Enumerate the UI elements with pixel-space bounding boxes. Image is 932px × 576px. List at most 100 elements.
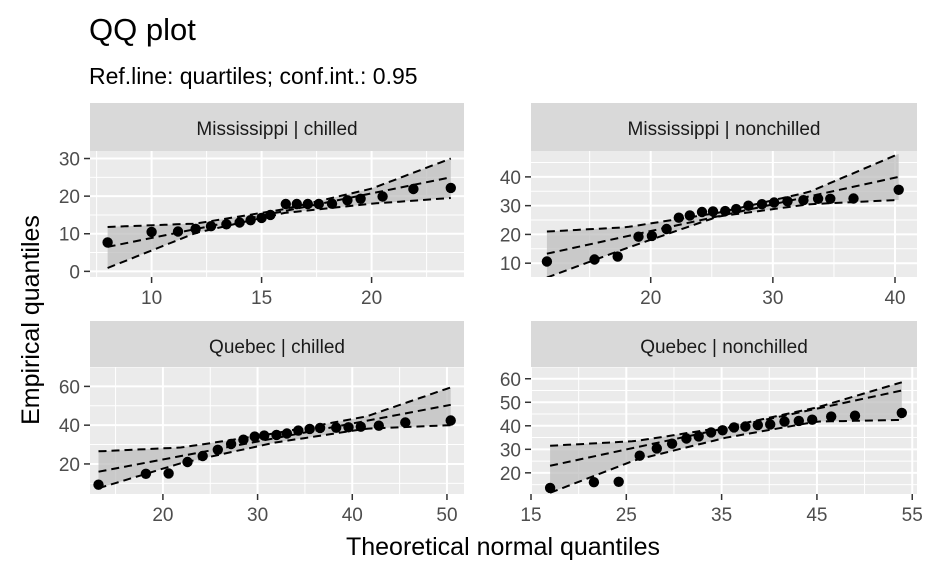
data-point [212, 444, 223, 455]
data-point [752, 419, 763, 431]
x-tick-label: 40 [342, 505, 363, 526]
data-point [445, 415, 456, 426]
y-tick-label: 20 [59, 455, 80, 476]
data-point [302, 198, 313, 210]
x-tick-label: 10 [141, 288, 162, 309]
facet-panel: Mississippi | chilled 10 15 20 0 10 20 30 [59, 103, 464, 309]
facet-strip-label: Quebec | chilled [209, 337, 345, 358]
x-tick-label: 15 [520, 505, 541, 526]
data-point [634, 450, 645, 461]
facet-strip [90, 321, 464, 367]
y-tick-label: 10 [59, 225, 80, 246]
data-point [146, 226, 157, 238]
data-point [849, 410, 861, 421]
data-point [793, 415, 804, 427]
data-point [765, 419, 776, 430]
data-point [343, 422, 354, 433]
data-point [304, 423, 315, 435]
data-point [684, 210, 695, 221]
data-point [259, 430, 270, 441]
data-point [256, 212, 267, 224]
data-point [544, 482, 556, 494]
data-point [707, 206, 719, 217]
data-point [331, 422, 342, 433]
data-point [768, 197, 780, 208]
y-axis-label: Empirical quantiles [17, 215, 45, 425]
data-point [740, 421, 751, 432]
facet-strip-label: Quebec | nonchilled [640, 337, 808, 358]
data-point [293, 425, 304, 436]
x-tick-label: 25 [616, 505, 637, 526]
y-tick-label: 60 [500, 370, 521, 391]
confidence-upper-line [107, 157, 452, 228]
data-point [245, 215, 256, 226]
y-tick-label: 30 [500, 197, 521, 218]
x-tick-label: 15 [251, 288, 272, 309]
data-point [190, 223, 201, 235]
y-tick-label: 60 [59, 377, 80, 398]
data-point [182, 456, 193, 468]
confidence-band [107, 158, 451, 268]
data-point [731, 203, 742, 215]
y-tick-label: 40 [500, 417, 521, 438]
reference-line [549, 389, 902, 467]
y-tick-label: 30 [500, 440, 521, 461]
data-point [313, 198, 324, 210]
x-tick-label: 55 [902, 505, 923, 526]
data-point [646, 230, 658, 242]
data-point [102, 237, 113, 248]
data-point [197, 450, 208, 462]
x-tick-label: 45 [806, 505, 827, 526]
data-point [661, 223, 672, 235]
y-tick-label: 50 [500, 393, 521, 414]
data-point [588, 477, 600, 488]
data-point [798, 195, 809, 206]
data-point [666, 438, 678, 449]
data-point [342, 195, 353, 206]
data-point [238, 434, 249, 445]
reference-line [107, 176, 451, 248]
data-point [93, 479, 104, 490]
reference-line [546, 175, 899, 255]
data-point [265, 209, 276, 221]
facet-strip [531, 321, 917, 367]
y-tick-label: 0 [69, 262, 80, 283]
data-point [408, 183, 419, 195]
data-point [825, 193, 836, 204]
x-tick-label: 20 [361, 288, 382, 309]
y-tick-label: 40 [59, 416, 80, 437]
data-point [717, 425, 728, 436]
data-point [779, 416, 790, 427]
x-tick-label: 30 [247, 505, 268, 526]
data-point [756, 199, 768, 210]
y-tick-label: 10 [500, 254, 521, 275]
data-point [281, 428, 293, 439]
y-tick-label: 20 [500, 464, 521, 485]
x-axis-label: Theoretical normal quantiles [346, 533, 660, 561]
confidence-upper-line [546, 152, 900, 233]
data-point [355, 421, 366, 432]
facet-panel: Quebec | chilled 20 30 40 50 20 40 60 [59, 321, 464, 526]
data-point [291, 198, 302, 210]
confidence-upper-line [550, 381, 903, 447]
data-point [172, 226, 184, 237]
data-point [896, 407, 907, 419]
data-point [163, 468, 174, 479]
data-point [848, 193, 859, 204]
data-point [373, 420, 384, 431]
data-point [720, 205, 731, 217]
y-tick-label: 20 [59, 187, 80, 208]
data-point [541, 256, 553, 267]
facet-strip-label: Mississippi | nonchilled [628, 119, 821, 140]
data-point [651, 443, 662, 454]
data-point [696, 206, 708, 218]
data-point [807, 414, 818, 425]
data-point [693, 431, 704, 442]
confidence-lower-line [549, 418, 902, 494]
data-point [140, 468, 152, 479]
data-point [728, 422, 740, 433]
confidence-lower-line [98, 424, 451, 490]
